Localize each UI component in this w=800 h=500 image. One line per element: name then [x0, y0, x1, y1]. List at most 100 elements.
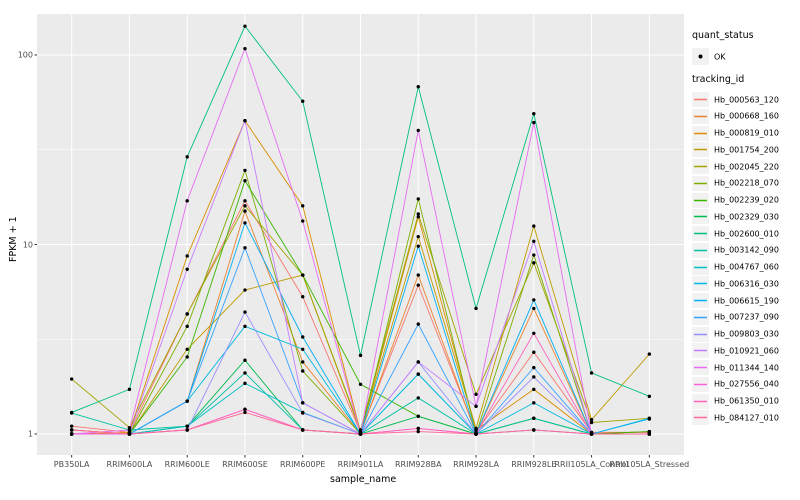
x-tick-label-RRIM600LE: RRIM600LE [164, 460, 210, 469]
data-point [532, 298, 536, 302]
legend-item-label: Hb_010921_060 [714, 346, 779, 356]
data-point [532, 350, 536, 354]
data-point [185, 267, 189, 271]
data-point [243, 410, 247, 415]
legend-item-Hb_061350_010[interactable]: Hb_061350_010 [692, 393, 800, 409]
data-point [416, 244, 420, 248]
data-point [589, 417, 594, 422]
legend-item-label: Hb_061350_010 [714, 396, 779, 406]
data-point [647, 417, 652, 421]
legend-item-Hb_011344_140[interactable]: Hb_011344_140 [692, 360, 800, 375]
legend-item-label: Hb_006615_190 [714, 296, 779, 305]
legend-key-line-icon [692, 293, 709, 308]
x-axis-title: sample_name [330, 474, 397, 485]
data-point [185, 254, 189, 258]
data-point [185, 312, 189, 316]
legend-key-line-icon [692, 259, 709, 275]
data-point [532, 261, 536, 265]
legend-item-label: Hb_027556_040 [714, 379, 779, 389]
data-point [185, 355, 189, 359]
legend-key-line-icon [692, 125, 709, 141]
legend-item-label: Hb_003142_090 [714, 245, 779, 255]
data-point [185, 199, 189, 203]
legend-item-label: Hb_011344_140 [714, 363, 779, 372]
data-point [301, 411, 305, 415]
data-point [243, 324, 247, 329]
data-point [243, 204, 247, 208]
legend-item-Hb_006615_190[interactable]: Hb_006615_190 [692, 293, 800, 308]
legend-item-Hb_002329_030[interactable]: Hb_002329_030 [692, 209, 800, 225]
data-point [185, 347, 189, 351]
data-point [647, 352, 652, 356]
legend-item-Hb_002239_020[interactable]: Hb_002239_020 [692, 192, 800, 208]
legend-item-Hb_002218_070[interactable]: Hb_002218_070 [692, 175, 800, 191]
legend-item-Hb_027556_040[interactable]: Hb_027556_040 [692, 376, 800, 392]
legend-title-quant-status: quant_status [692, 30, 754, 41]
data-point [243, 119, 247, 123]
legend-item-Hb_007237_090[interactable]: Hb_007237_090 [692, 309, 800, 325]
data-point [358, 432, 363, 436]
legend: quant_status OK tracking_id Hb_000563_12… [692, 0, 800, 500]
legend-item-label: Hb_002045_220 [714, 162, 779, 171]
legend-item-label: OK [714, 52, 726, 61]
legend-item-Hb_002600_010[interactable]: Hb_002600_010 [692, 226, 800, 241]
data-point [532, 375, 536, 379]
data-point [301, 295, 305, 299]
data-point [532, 306, 536, 311]
legend-item-Hb_001754_200[interactable]: Hb_001754_200 [692, 142, 800, 158]
data-points [69, 24, 652, 436]
data-point [416, 322, 420, 326]
data-point [243, 168, 247, 173]
data-point [589, 420, 594, 425]
x-tick-label-PB350LA: PB350LA [53, 460, 90, 469]
data-point [532, 365, 536, 370]
legend-key-line-icon [692, 192, 709, 208]
data-point [301, 335, 305, 339]
legend-item-Hb_084127_010[interactable]: Hb_084127_010 [692, 410, 800, 426]
data-point [127, 387, 132, 392]
legend-item-Hb_009803_030[interactable]: Hb_009803_030 [692, 326, 800, 342]
legend-title-tracking-id: tracking_id [692, 74, 745, 85]
data-point [243, 179, 247, 183]
legend-item-quant-ok[interactable]: OK [692, 48, 800, 65]
data-point [243, 288, 247, 292]
legend-item-Hb_010921_060[interactable]: Hb_010921_060 [692, 343, 800, 359]
legend-key-line-icon [692, 92, 709, 107]
data-point [301, 401, 305, 405]
data-point [185, 424, 189, 428]
x-tick-label-RRIM600LA: RRIM600LA [106, 460, 153, 469]
legend-item-Hb_000819_010[interactable]: Hb_000819_010 [692, 125, 800, 141]
data-point [416, 197, 420, 201]
data-point [69, 377, 74, 381]
legend-item-Hb_003142_090[interactable]: Hb_003142_090 [692, 242, 800, 258]
legend-item-Hb_000668_160[interactable]: Hb_000668_160 [692, 108, 800, 124]
legend-item-Hb_002045_220[interactable]: Hb_002045_220 [692, 159, 800, 174]
data-point [301, 204, 305, 208]
legend-item-Hb_004767_060[interactable]: Hb_004767_060 [692, 259, 800, 275]
data-point [69, 424, 74, 428]
legend-key-line-icon [692, 309, 709, 325]
y-tick-label-100: 100 [17, 50, 33, 60]
data-point [69, 411, 74, 415]
data-point [243, 221, 247, 225]
legend-item-Hb_006316_030[interactable]: Hb_006316_030 [692, 276, 800, 292]
data-point [416, 396, 420, 400]
legend-key-line-icon [692, 175, 709, 191]
data-point [243, 209, 247, 213]
data-point [647, 394, 652, 399]
data-point [416, 360, 420, 364]
legend-key-line-icon [692, 276, 709, 292]
legend-key-line-icon [692, 108, 709, 124]
data-point [243, 199, 247, 203]
data-point [301, 369, 305, 373]
data-point [416, 273, 420, 277]
data-point [416, 283, 420, 287]
data-point [532, 428, 536, 432]
legend-item-label: Hb_084127_010 [714, 413, 779, 423]
x-tick-label-RRIM928LE: RRIM928LE [511, 460, 557, 469]
legend-item-Hb_000563_120[interactable]: Hb_000563_120 [692, 92, 800, 107]
y-tick-label-10: 10 [22, 240, 33, 249]
legend-item-label: Hb_002239_020 [714, 195, 779, 205]
legend-item-label: Hb_001754_200 [714, 145, 779, 155]
legend-key-line-icon [692, 226, 709, 241]
